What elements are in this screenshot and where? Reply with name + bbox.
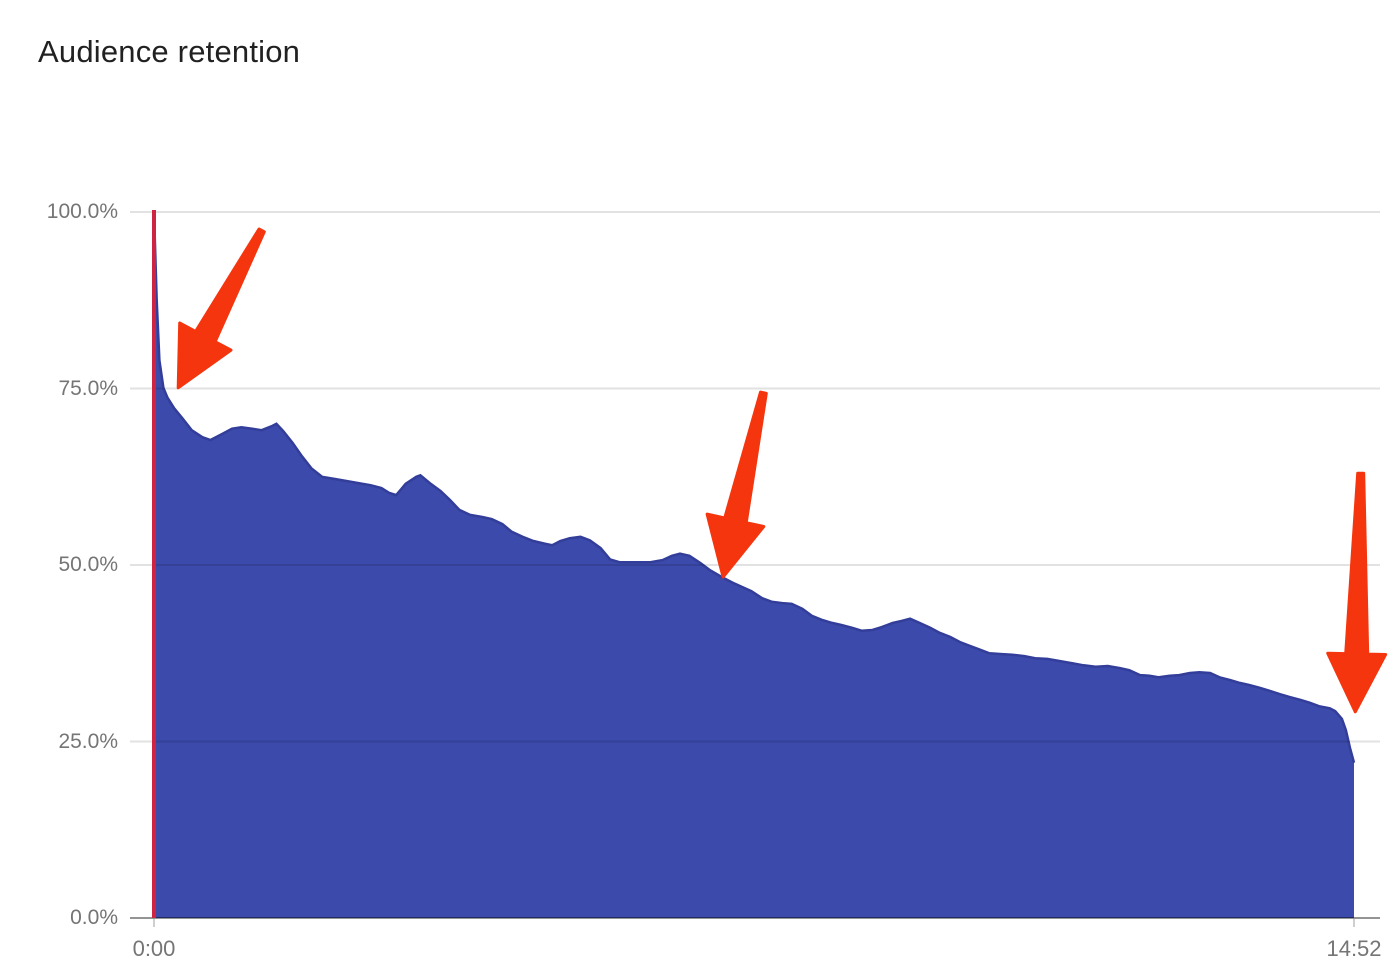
y-axis-tick-label: 75.0% xyxy=(58,376,118,400)
y-axis-tick-label: 50.0% xyxy=(58,553,118,576)
y-axis-tick-label: 0.0% xyxy=(70,906,118,929)
x-axis-tick-label: 0:00 xyxy=(132,936,176,961)
retention-area-series[interactable] xyxy=(154,212,1354,918)
x-axis-tick-label: 14:52 xyxy=(1326,936,1382,961)
chart-title: Audience retention xyxy=(38,34,301,69)
y-axis-tick-label: 100.0% xyxy=(46,200,118,223)
retention-line xyxy=(152,211,1356,764)
annotation-arrow-3 xyxy=(1326,471,1388,714)
annotation-arrow-2 xyxy=(705,390,768,579)
annotation-arrow-1 xyxy=(176,227,266,390)
y-axis-tick-label: 25.0% xyxy=(58,729,118,753)
